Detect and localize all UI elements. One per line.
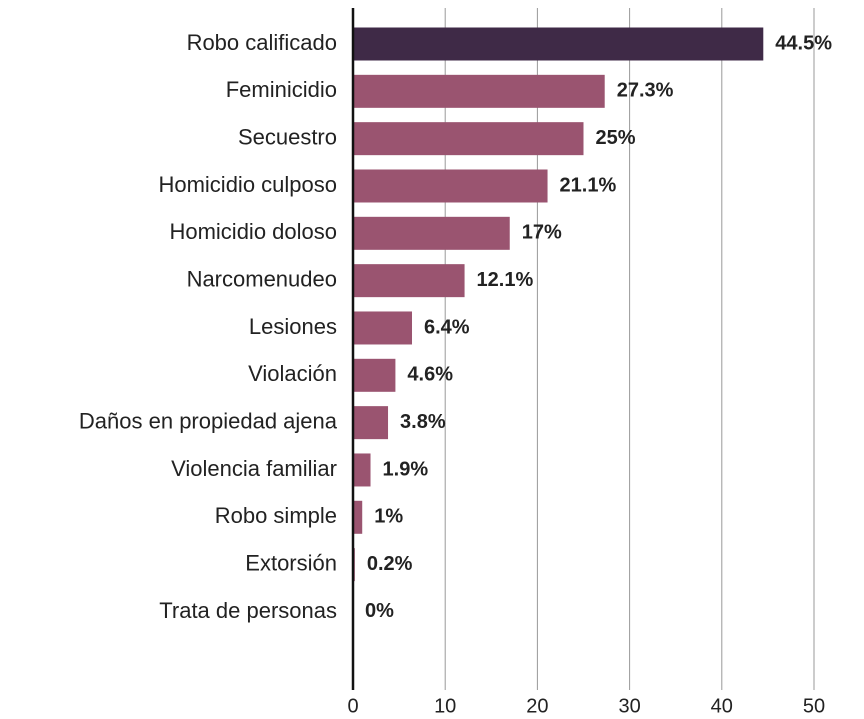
x-tick-label: 50 [803,695,825,717]
category-label: Feminicidio [226,77,337,102]
category-label: Trata de personas [159,598,337,623]
x-tick-label: 30 [618,695,640,717]
x-tick-label: 40 [711,695,733,717]
x-tick-label: 10 [434,695,456,717]
bar [353,453,371,487]
value-label: 17% [522,222,562,244]
value-label: 1% [374,506,403,528]
category-label: Homicidio doloso [169,219,337,244]
bar [353,311,413,345]
category-label: Violencia familiar [171,456,337,481]
bar [353,169,548,203]
bar [353,406,389,440]
category-label: Secuestro [238,124,337,149]
category-label: Lesiones [249,314,337,339]
bar [353,264,465,298]
value-label: 12.1% [477,269,534,291]
value-label: 0.2% [367,553,413,575]
category-label: Extorsión [245,550,337,575]
bar [353,74,605,108]
x-tick-label: 20 [526,695,548,717]
bar [353,122,584,156]
value-label: 44.5% [775,32,832,54]
value-label: 1.9% [383,458,429,480]
x-tick-label: 0 [347,695,358,717]
bar [353,27,764,61]
value-label: 4.6% [407,364,453,386]
category-label: Robo calificado [187,30,337,55]
value-label: 3.8% [400,411,446,433]
value-label: 0% [365,600,394,622]
bar [353,216,510,250]
category-label: Violación [248,361,337,386]
bar [353,500,363,534]
category-label: Daños en propiedad ajena [79,408,338,433]
value-label: 27.3% [617,80,674,102]
value-label: 21.1% [560,174,617,196]
category-label: Narcomenudeo [187,266,337,291]
value-label: 25% [596,127,636,149]
category-label: Robo simple [215,503,337,528]
bar [353,358,396,392]
value-label: 6.4% [424,316,470,338]
category-label: Homicidio culposo [158,172,337,197]
